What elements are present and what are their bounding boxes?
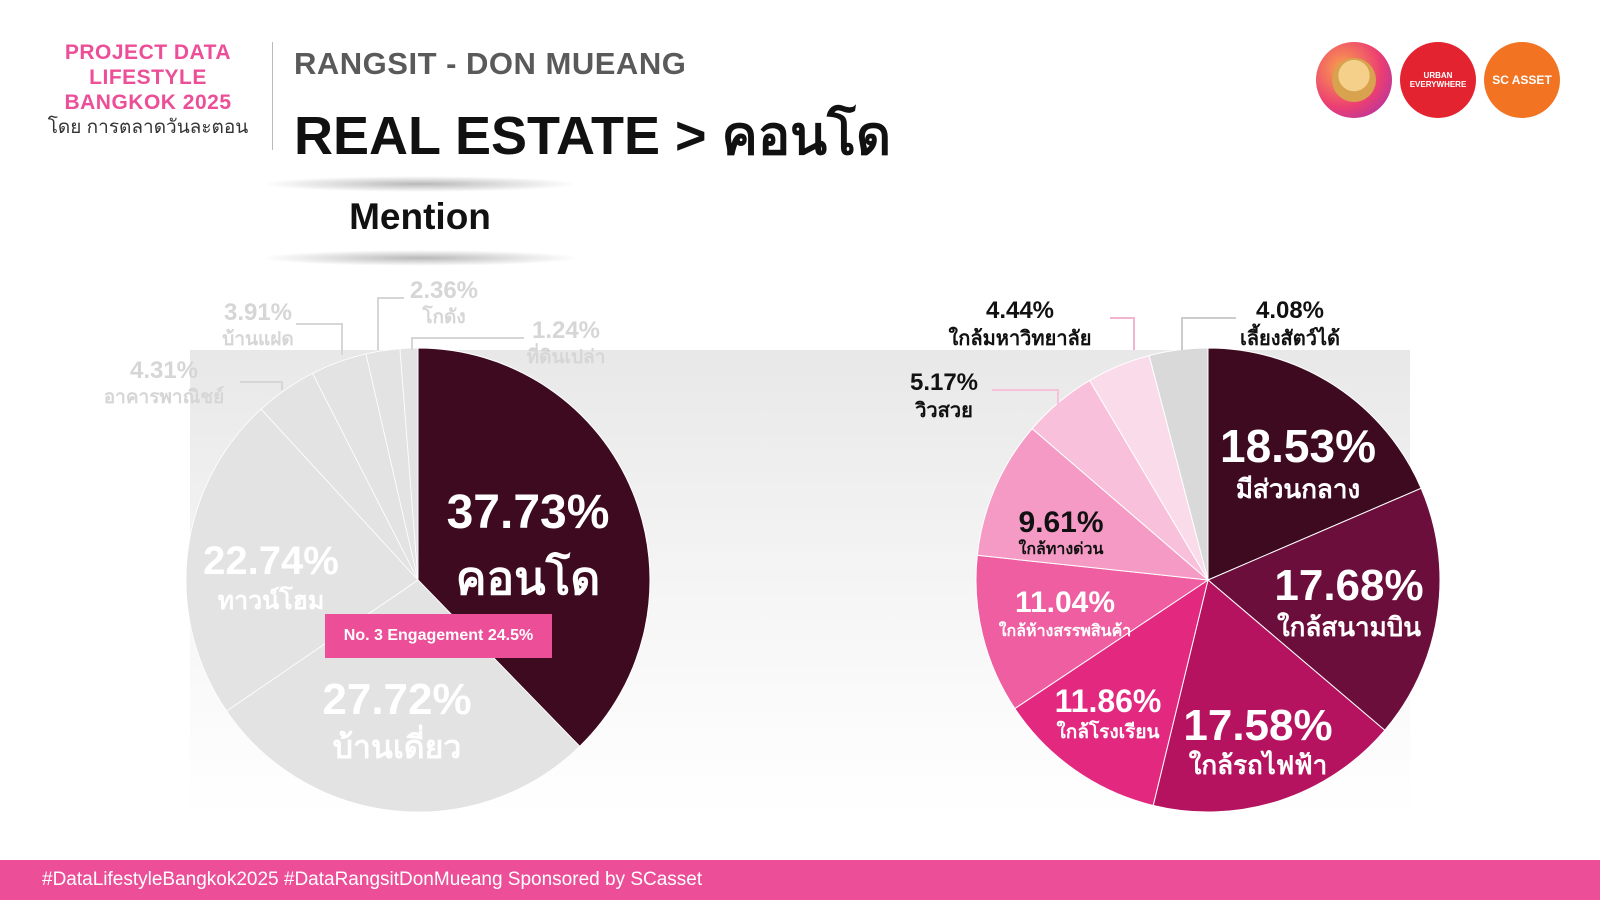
feature-leader-line: [1110, 317, 1135, 350]
feature-leader-line: [1181, 317, 1236, 350]
hat-avatar-logo: [1316, 42, 1392, 118]
feature-outside-value: 4.08%: [1256, 297, 1324, 324]
feature-pie-slice-5: [975, 554, 1210, 710]
mention-pie-slice-7: [399, 347, 419, 581]
pie-chart-condo-features: 18.53%มีส่วนกลาง17.68%ใกล้สนามบิน17.58%ใ…: [910, 297, 1441, 813]
brand-line-3: BANGKOK 2025: [64, 91, 232, 114]
mention-category-label: ทาวน์โฮม: [218, 585, 325, 615]
feature-category-label: ใกล้สนามบิน: [1277, 612, 1421, 642]
mention-outside-value: 4.31%: [130, 357, 198, 384]
hat-icon: [1332, 58, 1376, 102]
feature-category-label: ใกล้ห้างสรรพสินค้า: [999, 621, 1132, 640]
feature-pie-slice-1: [1207, 347, 1422, 581]
page-title: REAL ESTATE > คอนโด: [294, 106, 892, 166]
mention-outside-label: บ้านแฝด: [222, 328, 293, 350]
brand-logo-text: PROJECT DATA LIFESTYLE BANGKOK 2025 โดย …: [38, 40, 258, 140]
brand-by-line: โดย การตลาดวันละตอน: [47, 117, 249, 138]
mention-leader-line: [296, 323, 343, 355]
footer-hashtags: #DataLifestyleBangkok2025 #DataRangsitDo…: [0, 860, 1600, 900]
mention-outside-value: 2.36%: [410, 277, 478, 304]
mention-pie-slice-2: [226, 579, 581, 813]
feature-value-label: 11.86%: [1055, 683, 1162, 719]
mention-leader-line: [240, 381, 283, 390]
urban-everywhere-logo: URBAN EVERYWHERE: [1400, 42, 1476, 118]
feature-pie-slice-9: [1148, 347, 1209, 581]
mention-outside-value: 3.91%: [224, 299, 292, 326]
mention-outside-value: 1.24%: [532, 317, 600, 344]
feature-outside-label: เลี้ยงสัตว์ได้: [1240, 323, 1340, 350]
mention-category-label: บ้านเดี่ยว: [333, 724, 462, 765]
feature-pie-slice-6: [976, 427, 1210, 581]
section-label: Mention: [349, 196, 491, 237]
sc-asset-logo: SC ASSET: [1484, 42, 1560, 118]
engagement-badge: No. 3 Engagement 24.5%: [325, 614, 552, 658]
mention-value-label: 37.73%: [447, 486, 610, 539]
brand-line-1: PROJECT DATA: [64, 41, 232, 64]
feature-value-label: 17.68%: [1274, 561, 1423, 610]
mention-value-label: 22.74%: [203, 539, 339, 583]
mention-leader-line: [411, 337, 524, 350]
feature-outside-value: 4.44%: [986, 297, 1054, 324]
feature-category-label: ใกล้ทางด่วน: [1019, 539, 1104, 558]
feature-value-label: 18.53%: [1220, 420, 1376, 472]
feature-category-label: ใกล้รถไฟฟ้า: [1189, 749, 1328, 780]
feature-pie-slice-4: [1014, 578, 1209, 807]
feature-category-label: ใกล้โรงเรียน: [1057, 720, 1160, 743]
mention-shadow-top: [260, 176, 580, 192]
feature-value-label: 11.04%: [1015, 586, 1115, 619]
mention-outside-label: ที่ดินเปล่า: [527, 343, 606, 368]
header-divider: [272, 42, 273, 150]
feature-outside-value: 5.17%: [910, 369, 978, 396]
mention-category-label: คอนโด: [456, 551, 600, 604]
pie-chart-mention: 37.73% คอนโด 27.72%บ้านเดี่ยว 22.74%ทาวน์โฮ…: [104, 277, 651, 813]
feature-pie-slice-2: [1207, 487, 1441, 731]
feature-leader-line: [992, 389, 1059, 412]
mention-outside-label: อาคารพาณิชย์: [104, 386, 225, 408]
feature-outside-label: ใกล้มหาวิทยาลัย: [948, 326, 1091, 350]
page-subtitle: RANGSIT - DON MUEANG: [294, 46, 687, 81]
mention-value-label: 27.72%: [322, 675, 471, 724]
mention-leader-line: [377, 297, 404, 350]
mention-pie-slice-1: [417, 347, 651, 748]
mention-pie-slice-3: [185, 408, 419, 712]
feature-category-label: มีส่วนกลาง: [1236, 474, 1360, 504]
brand-line-2: LIFESTYLE: [89, 66, 207, 89]
feature-value-label: 17.58%: [1183, 701, 1332, 750]
mention-shadow-bottom: [260, 250, 580, 266]
mention-outside-label: โกดัง: [421, 305, 465, 328]
feature-outside-label: วิวสวย: [914, 400, 972, 422]
feature-value-label: 9.61%: [1018, 506, 1103, 539]
feature-pie-slice-3: [1152, 579, 1386, 813]
